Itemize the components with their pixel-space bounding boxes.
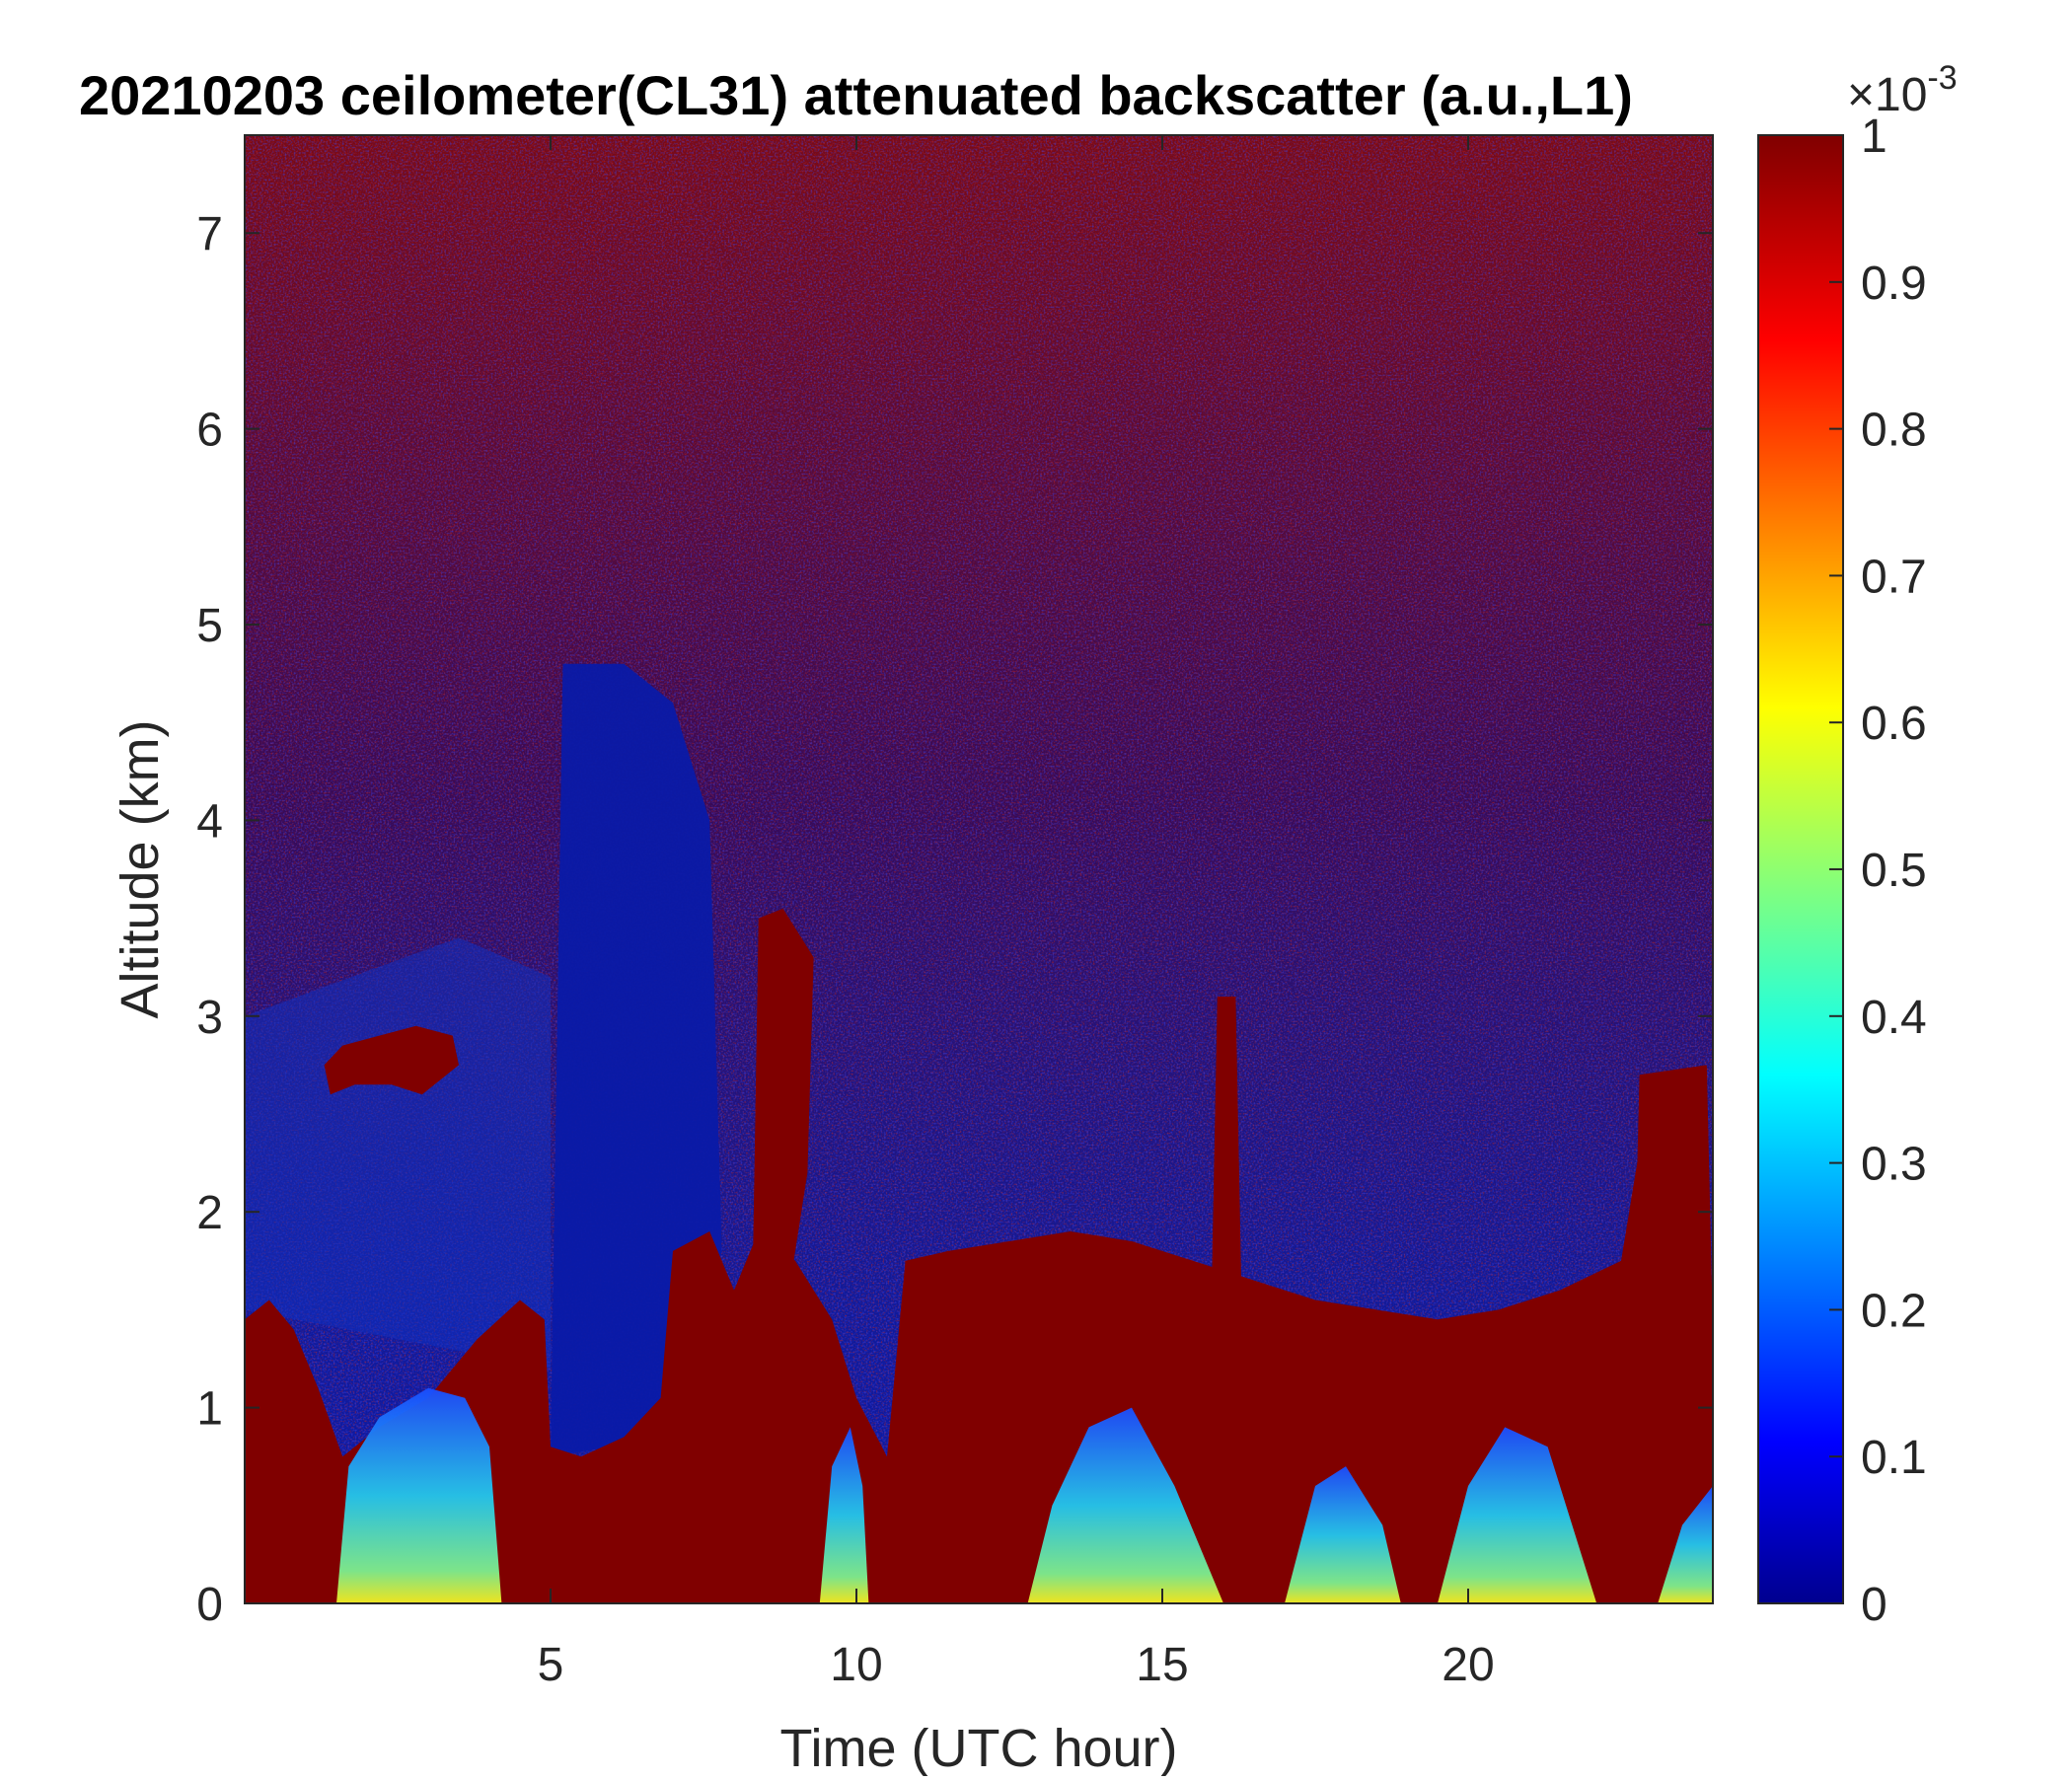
y-tick-label: 2: [196, 1187, 223, 1239]
cloud-tower: [752, 908, 814, 1291]
x-tick-label: 10: [830, 1639, 882, 1691]
x-axis-label: Time (UTC hour): [779, 1719, 1177, 1776]
y-tick-label: 5: [196, 600, 223, 652]
colorbar-tick-label: 0.4: [1861, 992, 1927, 1044]
y-tick-label: 4: [196, 795, 223, 848]
clear-air-3: [1027, 1407, 1223, 1603]
mid-noise-band: [245, 937, 551, 1369]
colorbar-tick-label: 0.5: [1861, 845, 1927, 897]
y-axis-label: Altitude (km): [111, 719, 170, 1018]
cloud-early-morning: [324, 1025, 459, 1095]
plot-frame: [244, 134, 1714, 1604]
clear-air-5: [1438, 1427, 1597, 1603]
colorbar-tick-label: 0.6: [1861, 698, 1927, 750]
y-tick-label: 7: [196, 208, 223, 260]
clear-air-6: [1658, 1486, 1713, 1603]
colorbar-tick-label: 0.8: [1861, 405, 1927, 457]
colorbar-exponent-base: ×10: [1847, 69, 1927, 121]
x-tick-label: 5: [538, 1639, 564, 1691]
x-tick-label: 15: [1136, 1639, 1188, 1691]
x-tick-label: 20: [1442, 1639, 1494, 1691]
colorbar: [1757, 134, 1844, 1604]
clear-air-1: [336, 1387, 502, 1603]
colorbar-tick-label: 0.3: [1861, 1139, 1927, 1191]
colorbar-tick-label: 0.9: [1861, 258, 1927, 310]
y-tick-label: 3: [196, 992, 223, 1044]
chart-title: 20210203 ceilometer(CL31) attenuated bac…: [79, 64, 1633, 126]
y-tick-label: 1: [196, 1383, 223, 1436]
y-tick-label: 0: [196, 1579, 223, 1631]
x-axis: 5 10 15 20: [538, 135, 1495, 1691]
colorbar-exponent-power: -3: [1927, 59, 1957, 97]
cloud-column-16h: [1211, 997, 1242, 1310]
colorbar-tick-label: 0.7: [1861, 551, 1927, 603]
heatmap-area: [245, 135, 1713, 1603]
colorbar-ticks: 0 0.1 0.2 0.3 0.4 0.5 0.6 0.7 0.8 0.9 1: [1829, 111, 1927, 1631]
colorbar-gradient: [1757, 134, 1844, 1604]
colorbar-exponent: ×10-3: [1847, 59, 1958, 121]
colorbar-tick-label: 1: [1861, 111, 1887, 163]
colorbar-tick-label: 0.2: [1861, 1285, 1927, 1337]
clear-air-2: [819, 1427, 869, 1603]
y-tick-label: 6: [196, 405, 223, 457]
cloud-columns-late: [1633, 1065, 1713, 1330]
clear-air-4: [1285, 1466, 1401, 1603]
y-axis: 0 1 2 3 4 5 6 7: [196, 208, 1713, 1631]
colorbar-tick-label: 0.1: [1861, 1432, 1927, 1484]
colorbar-tick-label: 0: [1861, 1579, 1887, 1631]
